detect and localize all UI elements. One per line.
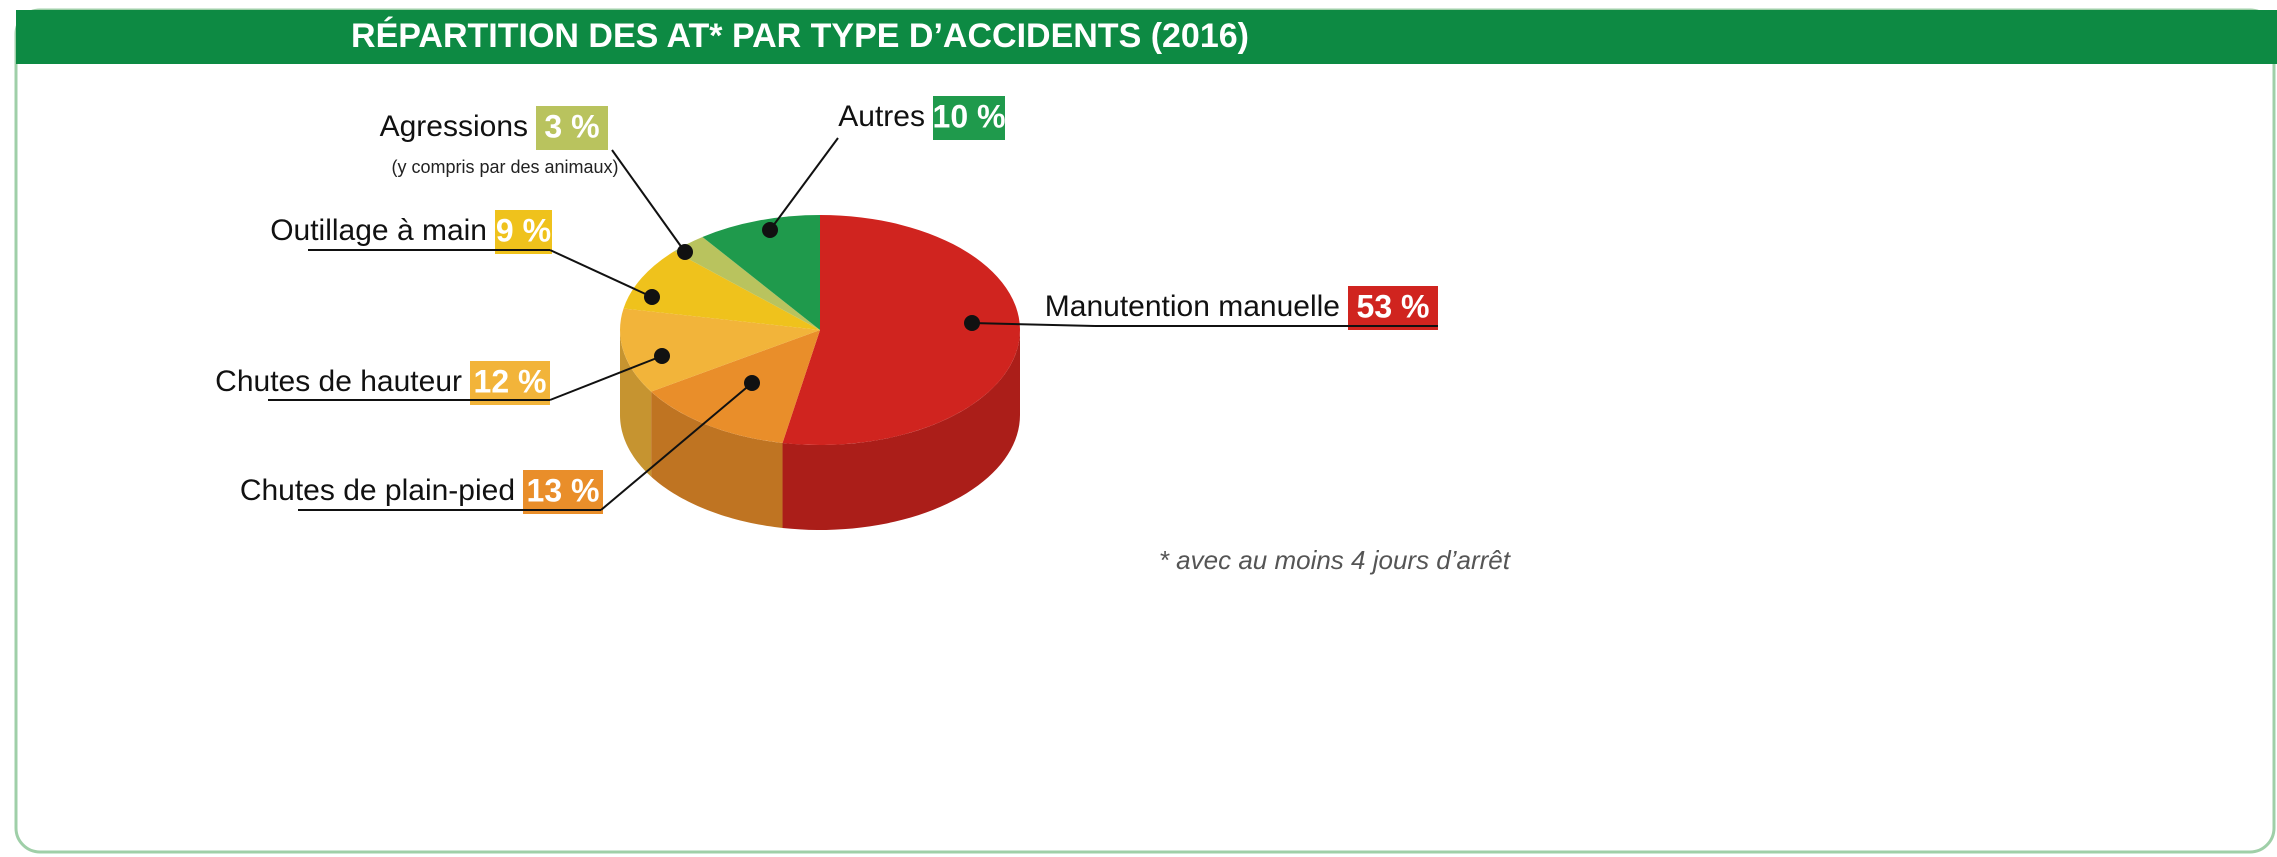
chart: RÉPARTITION DES AT* PAR TYPE D’ACCIDENTS… (0, 0, 2277, 857)
category-label: Agressions (380, 110, 528, 143)
value-label: 3 % (544, 108, 599, 144)
leader-dot (964, 315, 980, 331)
leader-dot (654, 348, 670, 364)
category-label: Autres (838, 100, 925, 133)
value-label: 10 % (933, 98, 1006, 134)
annotation: (y compris par des animaux) (391, 157, 618, 177)
leader-dot (644, 289, 660, 305)
leader-dot (744, 375, 760, 391)
category-label: Outillage à main (270, 214, 487, 247)
category-label: Manutention manuelle (1045, 290, 1340, 323)
category-label: Chutes de plain-pied (240, 474, 515, 507)
value-label: 9 % (496, 212, 551, 248)
category-label: Chutes de hauteur (215, 365, 462, 398)
value-label: 12 % (474, 363, 547, 399)
frame (16, 10, 2274, 852)
value-label: 13 % (527, 472, 600, 508)
leader-dot (762, 222, 778, 238)
chart-title: RÉPARTITION DES AT* PAR TYPE D’ACCIDENTS… (351, 17, 1249, 55)
leader-dot (677, 244, 693, 260)
footnote: * avec au moins 4 jours d’arrêt (1159, 545, 1512, 575)
value-label: 53 % (1357, 288, 1430, 324)
